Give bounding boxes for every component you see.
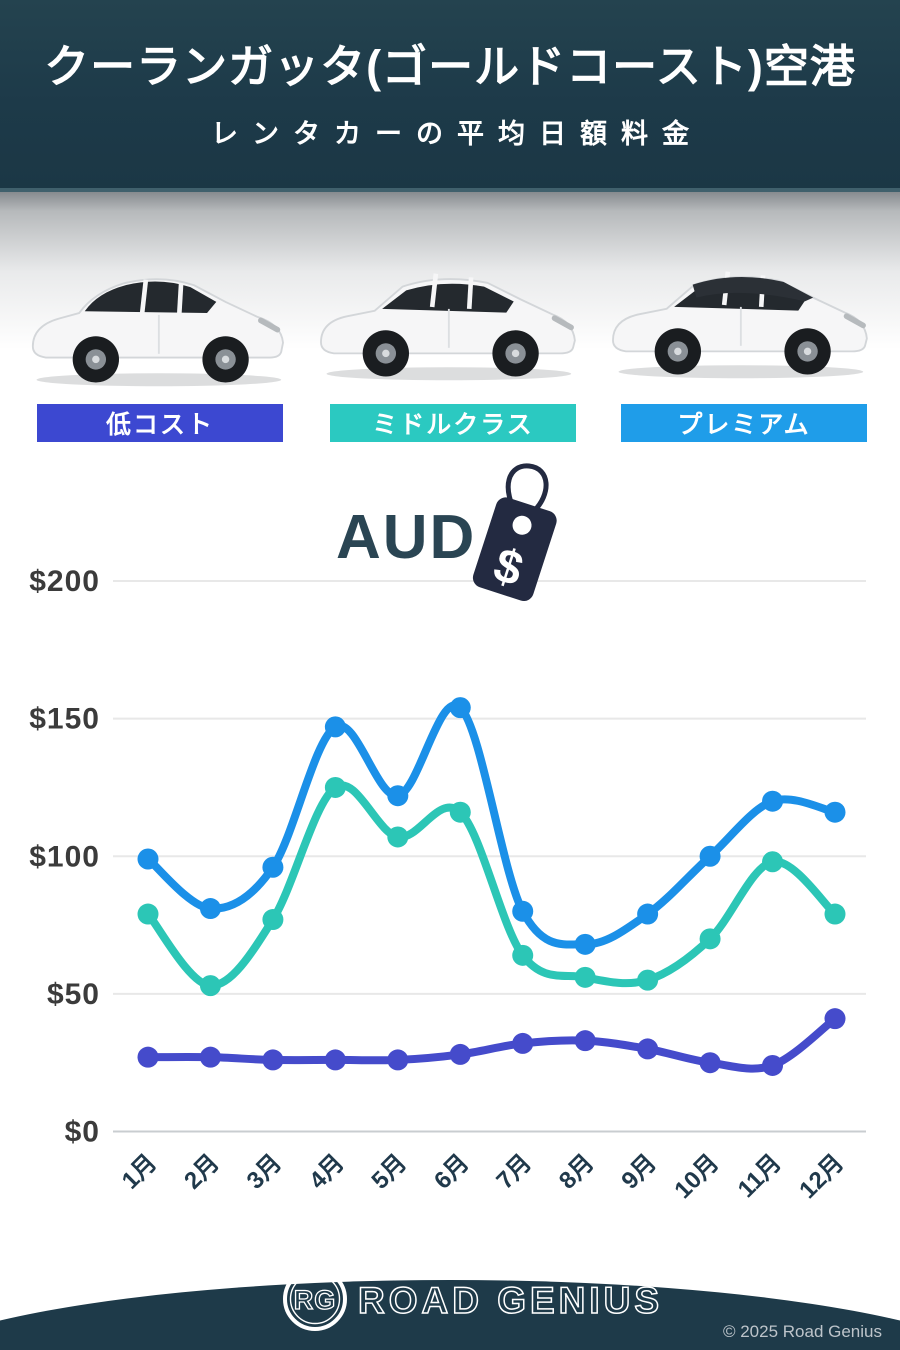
x-axis-tick-label: 3月 <box>242 1149 288 1195</box>
data-point-低コスト-9月 <box>637 1038 659 1060</box>
data-point-ミドルクラス-1月 <box>137 903 159 925</box>
x-axis-tick-label: 12月 <box>794 1149 849 1204</box>
data-point-プレミアム-8月 <box>574 933 596 955</box>
x-axis-tick-label: 7月 <box>491 1149 537 1195</box>
car-image-premium <box>600 240 878 384</box>
data-point-ミドルクラス-2月 <box>199 975 221 997</box>
car-image-low-cost <box>18 248 296 392</box>
data-point-低コスト-4月 <box>324 1049 346 1071</box>
price-tag-icon: $ <box>462 458 566 611</box>
currency-code-label: AUD <box>336 503 477 572</box>
data-point-ミドルクラス-11月 <box>762 851 784 873</box>
x-axis-tick-label: 6月 <box>429 1149 475 1195</box>
page-subtitle: レンタカーの平均日額料金 <box>211 119 703 149</box>
page-title: クーランガッタ(ゴールドコースト)空港 <box>44 41 856 92</box>
data-point-低コスト-5月 <box>387 1049 409 1071</box>
x-axis-tick-label: 8月 <box>554 1149 600 1195</box>
data-point-ミドルクラス-10月 <box>699 928 721 950</box>
rates-line-chart: $0 $50 $100 $150 $200 1月 2月 3月 4月 5月 6月 7月 8月 9月 10月 11… <box>29 565 866 1204</box>
logo-outer-ring <box>283 1267 347 1331</box>
data-point-低コスト-10月 <box>699 1052 721 1074</box>
x-axis-tick-label: 5月 <box>367 1149 413 1195</box>
data-point-プレミアム-12月 <box>824 801 846 823</box>
y-axis-tick-label: $100 <box>29 840 100 873</box>
tag-hole <box>512 515 532 535</box>
data-point-プレミアム-3月 <box>262 856 284 878</box>
header-banner: クーランガッタ(ゴールドコースト)空港 レンタカーの平均日額料金 <box>0 0 900 188</box>
y-axis-tick-label: $0 <box>65 1116 100 1149</box>
badge-premium: プレミアム <box>621 404 867 442</box>
x-axis-tick-label: 10月 <box>669 1149 724 1204</box>
logo-initials: RG <box>294 1285 337 1315</box>
x-axis-tick-label: 9月 <box>616 1149 662 1195</box>
x-axis-tick-label: 2月 <box>179 1149 225 1195</box>
data-point-プレミアム-4月 <box>324 716 346 738</box>
logo-inner-ring <box>289 1273 341 1325</box>
data-point-低コスト-11月 <box>762 1054 784 1076</box>
line-低コスト <box>144 1014 839 1073</box>
x-axis-tick-label: 1月 <box>117 1149 163 1195</box>
data-point-ミドルクラス-7月 <box>512 944 534 966</box>
header-divider <box>0 188 900 192</box>
car-image-midsize <box>308 242 586 386</box>
y-axis-tick-label: $200 <box>29 565 100 598</box>
data-point-プレミアム-11月 <box>762 790 784 812</box>
data-point-プレミアム-9月 <box>637 903 659 925</box>
data-point-ミドルクラス-12月 <box>824 903 846 925</box>
data-point-プレミアム-1月 <box>137 848 159 870</box>
data-point-プレミアム-7月 <box>512 900 534 922</box>
car-photo-strip <box>0 192 900 402</box>
badge-midsize: ミドルクラス <box>330 404 576 442</box>
data-point-プレミアム-2月 <box>199 898 221 920</box>
data-point-プレミアム-5月 <box>387 785 409 807</box>
data-point-ミドルクラス-5月 <box>387 826 409 848</box>
data-point-ミドルクラス-9月 <box>637 969 659 991</box>
data-point-低コスト-1月 <box>137 1046 159 1068</box>
data-point-ミドルクラス-3月 <box>262 909 284 931</box>
data-point-低コスト-6月 <box>449 1043 471 1065</box>
data-point-低コスト-7月 <box>512 1032 534 1054</box>
x-axis-tick-label: 4月 <box>304 1149 350 1195</box>
badge-low-cost: 低コスト <box>37 404 283 442</box>
data-point-低コスト-12月 <box>824 1008 846 1030</box>
tag-body <box>472 497 557 602</box>
y-axis-tick-label: $150 <box>29 703 100 736</box>
data-point-低コスト-3月 <box>262 1049 284 1071</box>
copyright-text: © 2025 Road Genius <box>722 1322 882 1341</box>
x-axis-tick-label: 11月 <box>733 1149 787 1203</box>
tag-string <box>505 463 549 523</box>
brand-wordmark: ROAD GENIUS <box>357 1272 738 1333</box>
data-point-ミドルクラス-8月 <box>574 966 596 988</box>
data-point-低コスト-8月 <box>574 1030 596 1052</box>
road-genius-logo-icon: RG <box>280 1264 350 1339</box>
brand-text: ROAD GENIUS <box>358 1280 663 1321</box>
data-point-低コスト-2月 <box>199 1046 221 1068</box>
data-point-ミドルクラス-6月 <box>449 801 471 823</box>
data-point-ミドルクラス-4月 <box>324 776 346 798</box>
y-axis-tick-label: $50 <box>47 978 100 1011</box>
data-point-プレミアム-6月 <box>449 697 471 719</box>
data-point-プレミアム-10月 <box>699 845 721 867</box>
